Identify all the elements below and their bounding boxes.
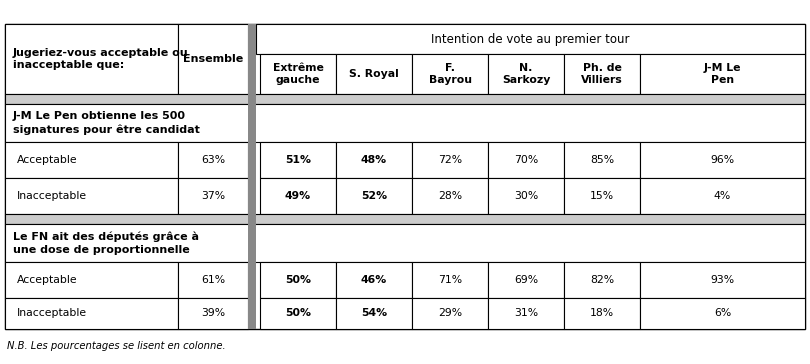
- Bar: [564, 54, 640, 94]
- Bar: [412, 178, 488, 214]
- Text: 4%: 4%: [714, 191, 731, 201]
- Bar: [5, 24, 805, 329]
- Bar: [640, 262, 805, 298]
- Bar: [5, 104, 805, 142]
- Text: 96%: 96%: [710, 155, 735, 165]
- Bar: [5, 298, 178, 329]
- Text: Jugeriez-vous acceptable ou
inacceptable que:: Jugeriez-vous acceptable ou inacceptable…: [13, 48, 189, 70]
- Text: 31%: 31%: [514, 309, 538, 318]
- Bar: [564, 178, 640, 214]
- Bar: [178, 298, 248, 329]
- Bar: [336, 262, 412, 298]
- Bar: [488, 298, 564, 329]
- Bar: [178, 142, 248, 178]
- Text: 30%: 30%: [514, 191, 538, 201]
- Text: S. Royal: S. Royal: [349, 69, 399, 79]
- Bar: [5, 142, 178, 178]
- Text: Extrême
gauche: Extrême gauche: [272, 63, 323, 86]
- Text: J-M Le Pen obtienne les 500
signatures pour être candidat: J-M Le Pen obtienne les 500 signatures p…: [13, 111, 200, 135]
- Bar: [412, 298, 488, 329]
- Bar: [178, 178, 248, 214]
- Bar: [5, 224, 805, 262]
- Text: 48%: 48%: [361, 155, 387, 165]
- Bar: [488, 178, 564, 214]
- Bar: [5, 262, 178, 298]
- Bar: [178, 262, 248, 298]
- Text: 72%: 72%: [438, 155, 462, 165]
- Text: 18%: 18%: [590, 309, 614, 318]
- Text: 37%: 37%: [201, 191, 225, 201]
- Text: Inacceptable: Inacceptable: [17, 191, 87, 201]
- Text: 61%: 61%: [201, 275, 225, 285]
- Text: Ensemble: Ensemble: [183, 54, 243, 64]
- Bar: [564, 298, 640, 329]
- Bar: [256, 24, 805, 54]
- Bar: [5, 94, 805, 104]
- Bar: [640, 142, 805, 178]
- Text: 85%: 85%: [590, 155, 614, 165]
- Bar: [412, 262, 488, 298]
- Bar: [564, 262, 640, 298]
- Bar: [640, 178, 805, 214]
- Bar: [336, 178, 412, 214]
- Bar: [260, 262, 336, 298]
- Bar: [5, 24, 178, 94]
- Text: 49%: 49%: [285, 191, 311, 201]
- Bar: [336, 298, 412, 329]
- Text: 28%: 28%: [438, 191, 462, 201]
- Bar: [412, 54, 488, 94]
- Bar: [336, 54, 412, 94]
- Bar: [488, 142, 564, 178]
- Text: 29%: 29%: [438, 309, 462, 318]
- Text: 50%: 50%: [285, 275, 311, 285]
- Bar: [260, 142, 336, 178]
- Bar: [260, 298, 336, 329]
- Bar: [336, 142, 412, 178]
- Text: 52%: 52%: [361, 191, 387, 201]
- Bar: [412, 142, 488, 178]
- Text: Intention de vote au premier tour: Intention de vote au premier tour: [431, 32, 629, 46]
- Text: 50%: 50%: [285, 309, 311, 318]
- Text: 69%: 69%: [514, 275, 538, 285]
- Text: Acceptable: Acceptable: [17, 275, 78, 285]
- Bar: [5, 214, 805, 224]
- Bar: [640, 298, 805, 329]
- Text: N.B. Les pourcentages se lisent en colonne.: N.B. Les pourcentages se lisent en colon…: [7, 341, 226, 351]
- Text: J-M Le
Pen: J-M Le Pen: [704, 63, 741, 86]
- Text: 54%: 54%: [361, 309, 387, 318]
- Text: 82%: 82%: [590, 275, 614, 285]
- Text: Le FN ait des députés grâce à
une dose de proportionnelle: Le FN ait des députés grâce à une dose d…: [13, 232, 199, 255]
- Text: Inacceptable: Inacceptable: [17, 309, 87, 318]
- Text: 70%: 70%: [514, 155, 538, 165]
- Bar: [178, 24, 248, 94]
- Bar: [564, 142, 640, 178]
- Text: N.
Sarkozy: N. Sarkozy: [502, 63, 550, 86]
- Bar: [5, 178, 178, 214]
- Text: Ph. de
Villiers: Ph. de Villiers: [581, 63, 623, 86]
- Text: 63%: 63%: [201, 155, 225, 165]
- Bar: [488, 54, 564, 94]
- Text: 39%: 39%: [201, 309, 225, 318]
- Text: 51%: 51%: [285, 155, 311, 165]
- Bar: [640, 54, 805, 94]
- Text: Acceptable: Acceptable: [17, 155, 78, 165]
- Text: 46%: 46%: [361, 275, 387, 285]
- Bar: [248, 24, 256, 329]
- Text: 93%: 93%: [710, 275, 735, 285]
- Bar: [260, 178, 336, 214]
- Text: 6%: 6%: [714, 309, 731, 318]
- Text: 15%: 15%: [590, 191, 614, 201]
- Text: 71%: 71%: [438, 275, 462, 285]
- Text: F.
Bayrou: F. Bayrou: [428, 63, 471, 86]
- Bar: [488, 262, 564, 298]
- Bar: [260, 54, 336, 94]
